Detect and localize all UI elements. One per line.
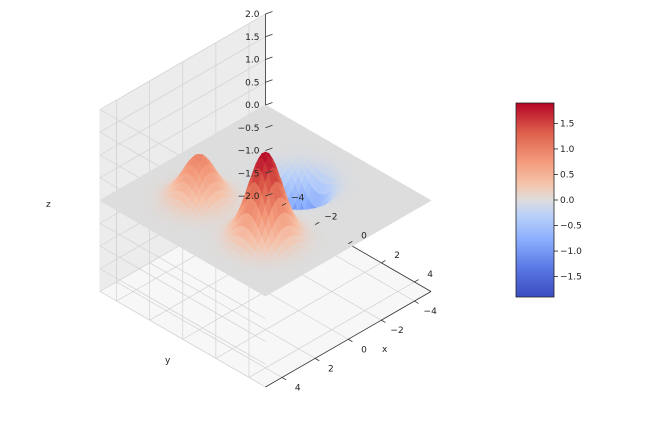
z-tick-label: 1.0 bbox=[245, 56, 260, 66]
z-tick-label: −0.5 bbox=[238, 124, 260, 134]
z-tick-label: −1.5 bbox=[238, 169, 260, 179]
grid-line-z bbox=[99, 59, 266, 156]
colorbar: 1.5 1.0 0.5 0.0 −0.5 −1.0 −1.5 bbox=[515, 102, 582, 298]
colorbar-tick-label: −0.5 bbox=[560, 222, 582, 232]
z-tick-mark bbox=[265, 147, 273, 151]
z-tick-mark bbox=[265, 56, 273, 60]
y-tick-mark bbox=[281, 377, 287, 381]
z-tick-mark bbox=[265, 79, 273, 83]
grid-line-y bbox=[149, 262, 316, 359]
z-tick-mark bbox=[265, 124, 273, 129]
y-axis-label: y bbox=[165, 356, 171, 366]
colorbar-tick-label: 0.0 bbox=[560, 196, 575, 206]
colorbar-tick-label: 0.5 bbox=[560, 170, 574, 180]
colorbar-bar bbox=[515, 102, 555, 298]
colorbar-tick-label: 1.0 bbox=[560, 145, 575, 155]
z-tick-mark bbox=[265, 170, 273, 174]
z-tick-mark bbox=[265, 193, 273, 197]
x-tick-label: −4 bbox=[291, 193, 305, 203]
colorbar-tick-label: −1.0 bbox=[560, 247, 582, 257]
z-tick-label: −1.0 bbox=[238, 147, 260, 157]
y-tick-label: −4 bbox=[424, 307, 438, 317]
x-tick-label: 4 bbox=[427, 270, 433, 280]
colorbar-tick-label: −1.5 bbox=[560, 273, 582, 283]
surface-plot bbox=[99, 104, 432, 297]
axis-ticks: −4 −2 0 2 4 4 2 0 −2 −4 −2.0 −1.5 −1.0 −0.5 0.0 0.5 1.0 1… bbox=[238, 10, 437, 394]
z-tick-mark bbox=[265, 102, 273, 106]
z-tick-mark bbox=[265, 11, 273, 15]
y-tick-mark bbox=[381, 319, 386, 323]
z-tick-label: 0.5 bbox=[245, 78, 259, 88]
y-tick-label: 0 bbox=[361, 345, 367, 355]
colorbar-ticks: 1.5 1.0 0.5 0.0 −0.5 −1.0 −1.5 bbox=[554, 119, 582, 283]
y-tick-label: 2 bbox=[328, 364, 334, 374]
z-tick-label: 2.0 bbox=[245, 10, 260, 20]
x-tick-mark bbox=[414, 279, 419, 283]
x-tick-mark bbox=[314, 221, 320, 225]
x-tick-mark bbox=[381, 260, 386, 264]
surface-patch bbox=[423, 198, 432, 203]
x-tick-mark bbox=[348, 241, 353, 245]
grid-line-z bbox=[99, 245, 266, 342]
grid-line-z bbox=[99, 36, 266, 133]
y-tick-mark bbox=[314, 358, 320, 362]
grid-line-z bbox=[99, 291, 266, 388]
grid-line-z bbox=[99, 222, 266, 320]
colorbar-tick-label: 1.5 bbox=[560, 119, 574, 129]
z-tick-label: 1.5 bbox=[245, 33, 259, 43]
y-tick-mark bbox=[348, 338, 353, 342]
x-tick-mark bbox=[281, 202, 287, 206]
x-axis-label: x bbox=[382, 345, 388, 355]
z-tick-label: −2.0 bbox=[238, 192, 260, 202]
y-tick-mark bbox=[414, 300, 419, 304]
z-tick-mark bbox=[265, 33, 273, 38]
z-tick-label: 0.0 bbox=[245, 101, 260, 111]
x-tick-label: −2 bbox=[324, 213, 337, 223]
z-axis-label: z bbox=[46, 200, 51, 210]
grid-line-y bbox=[116, 281, 283, 378]
y-tick-label: 4 bbox=[295, 384, 301, 394]
x-tick-label: 0 bbox=[361, 232, 367, 242]
grid-line-z bbox=[99, 13, 266, 110]
grid-line-z bbox=[99, 268, 266, 365]
x-tick-label: 2 bbox=[394, 251, 400, 261]
y-tick-label: −2 bbox=[390, 326, 403, 336]
grid-line-z bbox=[99, 81, 266, 179]
